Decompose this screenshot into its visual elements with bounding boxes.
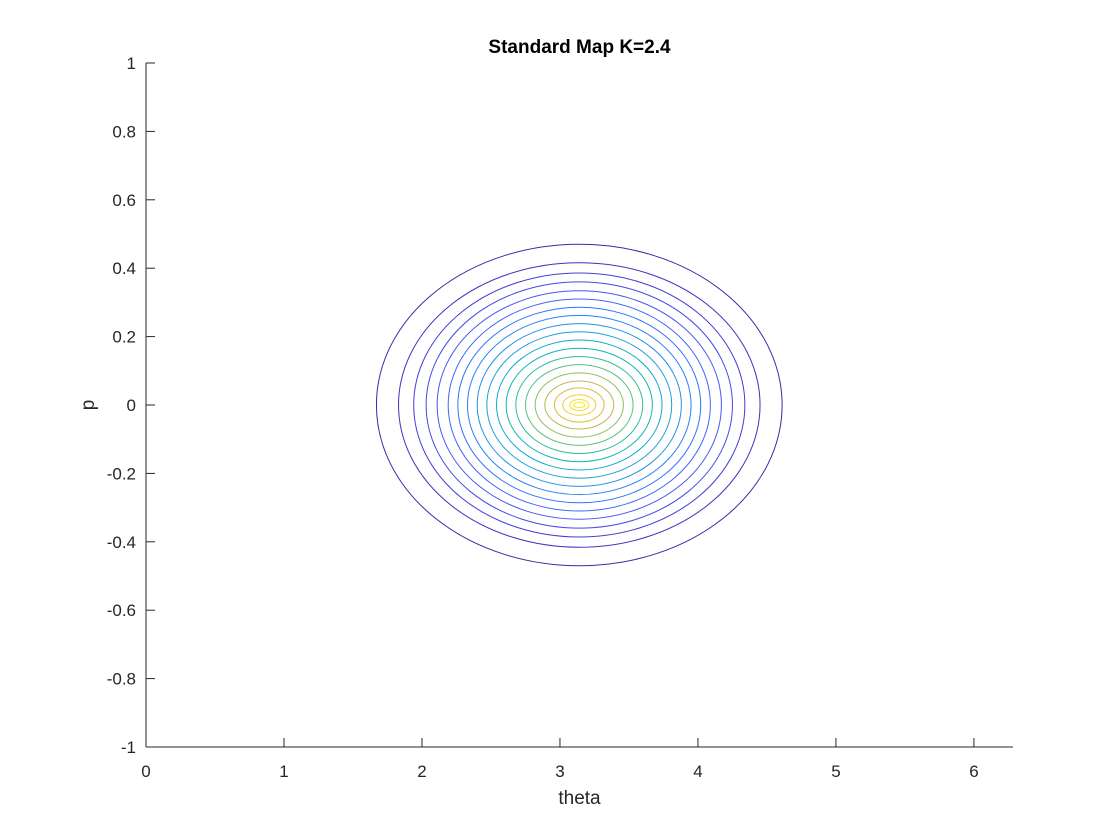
chart-title: Standard Map K=2.4 [488,37,671,58]
contour-line-10 [486,331,673,479]
x-tick-label: 0 [141,762,150,781]
y-tick-label: -0.8 [107,670,136,689]
contour-line-12 [505,347,653,463]
contour-line-8 [467,314,692,496]
x-axis-label: theta [558,788,601,809]
y-tick-label: 1 [127,54,136,73]
contour-line-5 [436,290,722,520]
y-tick-label: -0.4 [107,533,136,552]
contour-line-3 [413,272,746,538]
contour-line-13 [515,355,644,455]
contour-line-17 [553,387,605,423]
contour-line-9 [476,323,682,487]
y-tick-label: 0.2 [112,328,136,347]
contour-line-19 [569,399,590,411]
contour-line-6 [447,298,711,512]
x-tick-label: 6 [969,762,978,781]
contour-line-15 [534,372,624,438]
y-tick-label: 0.4 [112,259,136,278]
y-tick-label: -0.2 [107,464,136,483]
contour-line-4 [425,281,733,529]
y-tick-label: 0 [127,396,136,415]
contour-line-2 [398,262,761,548]
x-tick-label: 5 [831,762,840,781]
axes-layer [145,63,1013,748]
x-tick-label: 2 [417,762,426,781]
contour-line-20 [573,401,586,409]
contour-layer [375,243,783,567]
contour-line-1 [375,243,783,567]
y-tick-label: -1 [121,738,136,757]
y-axis-label: p [78,400,99,411]
x-tick-label: 1 [279,762,288,781]
y-tick-label: -0.6 [107,601,136,620]
x-tick-label: 4 [693,762,702,781]
contour-line-18 [562,394,597,416]
contour-line-11 [495,339,663,471]
y-ticks: -1 -0.8 -0.6 -0.4 -0.2 0 0.2 0.4 0.6 0.8 1 [107,54,155,757]
contour-line-7 [457,306,702,504]
x-ticks: 0 1 2 3 4 5 6 [141,738,979,781]
y-tick-label: 0.6 [112,191,136,210]
contour-line-16 [544,380,615,430]
y-tick-label: 0.8 [112,122,136,141]
contour-line-14 [524,364,634,446]
x-tick-label: 3 [555,762,564,781]
